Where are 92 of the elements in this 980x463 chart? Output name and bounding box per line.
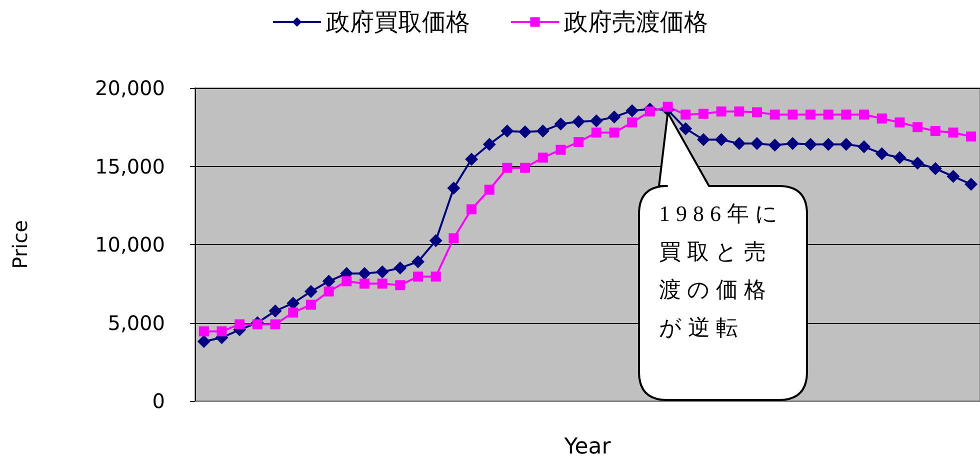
point [928, 162, 942, 176]
annotation: 1986年に買取と売渡の価格が逆転 [659, 200, 785, 342]
point [536, 124, 550, 138]
point [911, 156, 924, 170]
point [554, 117, 568, 130]
point [448, 233, 459, 244]
point [788, 110, 798, 120]
point [679, 122, 692, 136]
point [768, 138, 782, 152]
point [216, 326, 227, 336]
y-axis-title: Price [8, 220, 32, 269]
point [286, 296, 300, 310]
legend-label: 政府売渡価格 [564, 8, 708, 36]
point [518, 125, 532, 138]
point [858, 140, 871, 154]
point [484, 184, 494, 195]
point [574, 136, 584, 147]
point [591, 128, 602, 138]
point [234, 319, 245, 330]
point [786, 137, 800, 150]
y-tick-label: 0 [152, 389, 165, 413]
point [322, 274, 336, 288]
point [482, 138, 496, 151]
point [376, 265, 389, 278]
point [894, 117, 905, 128]
point [429, 234, 442, 248]
point [412, 255, 425, 268]
x-axis-title: Year [563, 434, 612, 460]
point [714, 133, 728, 146]
point [698, 108, 708, 119]
point [752, 107, 762, 118]
legend-label: 政府買取価格 [326, 8, 470, 36]
point [304, 284, 318, 298]
point [270, 319, 280, 330]
point [608, 110, 621, 124]
point [644, 106, 655, 116]
point [734, 106, 744, 116]
point [893, 151, 906, 164]
point [306, 300, 316, 310]
point [732, 137, 746, 150]
point [946, 170, 960, 183]
point [288, 308, 298, 318]
y-tick-label: 15,000 [95, 154, 165, 178]
point [840, 138, 853, 151]
point [556, 144, 566, 155]
point [823, 110, 834, 120]
point [750, 137, 764, 150]
point [342, 276, 352, 286]
point [413, 272, 424, 282]
point [876, 114, 887, 124]
point [197, 335, 210, 348]
point [252, 319, 262, 330]
point [466, 204, 477, 214]
point [590, 114, 603, 128]
point [875, 147, 888, 160]
point [770, 110, 780, 120]
point [609, 128, 620, 138]
point [377, 278, 388, 289]
point [859, 110, 870, 120]
point [198, 326, 209, 336]
point [359, 278, 370, 289]
point [627, 117, 638, 128]
point [930, 126, 940, 136]
point [626, 104, 639, 118]
point [804, 138, 818, 151]
point [680, 110, 691, 120]
point [395, 280, 406, 290]
point [841, 110, 852, 120]
y-tick-label: 5,000 [108, 310, 165, 335]
point [394, 261, 407, 274]
point [538, 152, 548, 163]
point [324, 286, 334, 296]
point [520, 162, 530, 173]
point [948, 128, 958, 138]
y-tick-label: 10,000 [95, 232, 165, 256]
point [430, 272, 441, 282]
point [502, 162, 512, 173]
point [500, 124, 514, 138]
point [447, 182, 460, 195]
point [268, 304, 282, 318]
point [822, 138, 835, 151]
point [964, 178, 978, 191]
point [716, 106, 726, 116]
point [572, 115, 586, 128]
y-tick-label: 20,000 [95, 76, 165, 100]
point [662, 102, 673, 112]
point [806, 110, 816, 120]
point [465, 152, 478, 166]
point [358, 266, 371, 280]
point [696, 133, 710, 146]
point [966, 132, 976, 142]
point [912, 122, 923, 132]
